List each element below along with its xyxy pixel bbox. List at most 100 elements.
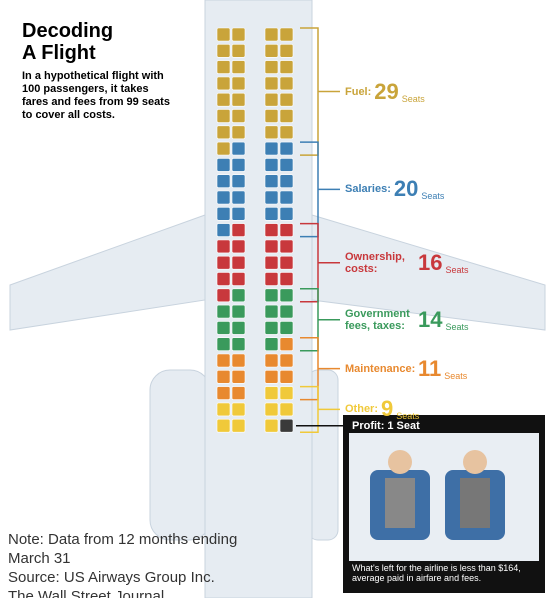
- seat: [265, 338, 278, 351]
- value-label: 14: [418, 314, 442, 326]
- note: Note: Data from 12 months ending March 3…: [8, 530, 268, 568]
- seat: [265, 110, 278, 123]
- unit-label: Seats: [402, 93, 425, 105]
- seat: [265, 273, 278, 286]
- seat: [217, 191, 230, 204]
- seat: [232, 142, 245, 155]
- seat: [265, 387, 278, 400]
- seat: [265, 191, 278, 204]
- note: The Wall Street Journal: [8, 587, 268, 598]
- seat: [232, 354, 245, 367]
- seat: [280, 240, 293, 253]
- seat: [265, 224, 278, 237]
- seat: [280, 419, 293, 432]
- seat: [232, 321, 245, 334]
- seat: [232, 289, 245, 302]
- seat: [265, 158, 278, 171]
- unit-label: Seats: [444, 370, 467, 382]
- seat: [232, 28, 245, 41]
- category-label: Profit:: [352, 420, 384, 432]
- seat: [217, 207, 230, 220]
- infographic: Decoding A Flight In a hypothetical flig…: [0, 0, 550, 598]
- seat: [232, 44, 245, 57]
- seat: [280, 77, 293, 90]
- seat: [265, 354, 278, 367]
- seat: [280, 321, 293, 334]
- chart-subtitle: In a hypothetical flight with 100 passen…: [22, 70, 172, 122]
- seat: [280, 224, 293, 237]
- category-label: Other:: [345, 403, 378, 415]
- seat: [217, 61, 230, 74]
- note: Source: US Airways Group Inc.: [8, 568, 268, 587]
- seat: [265, 207, 278, 220]
- seat: [265, 142, 278, 155]
- seat: [232, 387, 245, 400]
- seat: [217, 387, 230, 400]
- seat: [265, 28, 278, 41]
- seat: [265, 175, 278, 188]
- seat: [232, 207, 245, 220]
- seat: [217, 44, 230, 57]
- seat: [232, 338, 245, 351]
- seat: [232, 61, 245, 74]
- unit-label: Seats: [421, 190, 444, 202]
- seat: [232, 240, 245, 253]
- value-label: 29: [374, 86, 398, 98]
- seat: [265, 419, 278, 432]
- seat: [217, 305, 230, 318]
- seat: [232, 370, 245, 383]
- seat: [265, 305, 278, 318]
- seat: [265, 403, 278, 416]
- seat: [232, 158, 245, 171]
- value-label: 16: [418, 257, 442, 269]
- seat: [217, 142, 230, 155]
- seat: [217, 419, 230, 432]
- seat: [265, 44, 278, 57]
- seat: [217, 110, 230, 123]
- seat: [232, 273, 245, 286]
- unit-label: Seats: [445, 264, 468, 276]
- seat: [265, 61, 278, 74]
- seat: [232, 305, 245, 318]
- seat: [280, 175, 293, 188]
- seat: [280, 273, 293, 286]
- seat: [217, 338, 230, 351]
- seat: [217, 354, 230, 367]
- seat: [265, 289, 278, 302]
- category-label: Government fees, taxes:: [345, 308, 415, 332]
- category-label: Fuel:: [345, 86, 371, 98]
- seat: [217, 224, 230, 237]
- seat: [265, 256, 278, 269]
- category-label: Salaries:: [345, 183, 391, 195]
- seat: [280, 126, 293, 139]
- group-label: Fuel:29 Seats: [345, 79, 425, 105]
- seat: [280, 158, 293, 171]
- seat: [280, 354, 293, 367]
- seat: [217, 158, 230, 171]
- value-label: 1: [387, 420, 393, 432]
- seat: [280, 191, 293, 204]
- seat: [217, 175, 230, 188]
- seat: [232, 110, 245, 123]
- seat: [217, 289, 230, 302]
- value-label: 20: [394, 183, 418, 195]
- seat: [217, 273, 230, 286]
- seat: [265, 370, 278, 383]
- unit-label: Seats: [445, 321, 468, 333]
- category-label: Ownership, costs:: [345, 251, 415, 275]
- notes: Note: Data from 12 months ending March 3…: [8, 530, 268, 598]
- seat: [232, 224, 245, 237]
- category-label: Maintenance:: [345, 363, 415, 375]
- seat: [280, 207, 293, 220]
- seat: [217, 77, 230, 90]
- value-label: 11: [418, 363, 441, 375]
- seat: [217, 370, 230, 383]
- seat: [280, 44, 293, 57]
- seat: [265, 77, 278, 90]
- seat: [232, 403, 245, 416]
- seat: [280, 370, 293, 383]
